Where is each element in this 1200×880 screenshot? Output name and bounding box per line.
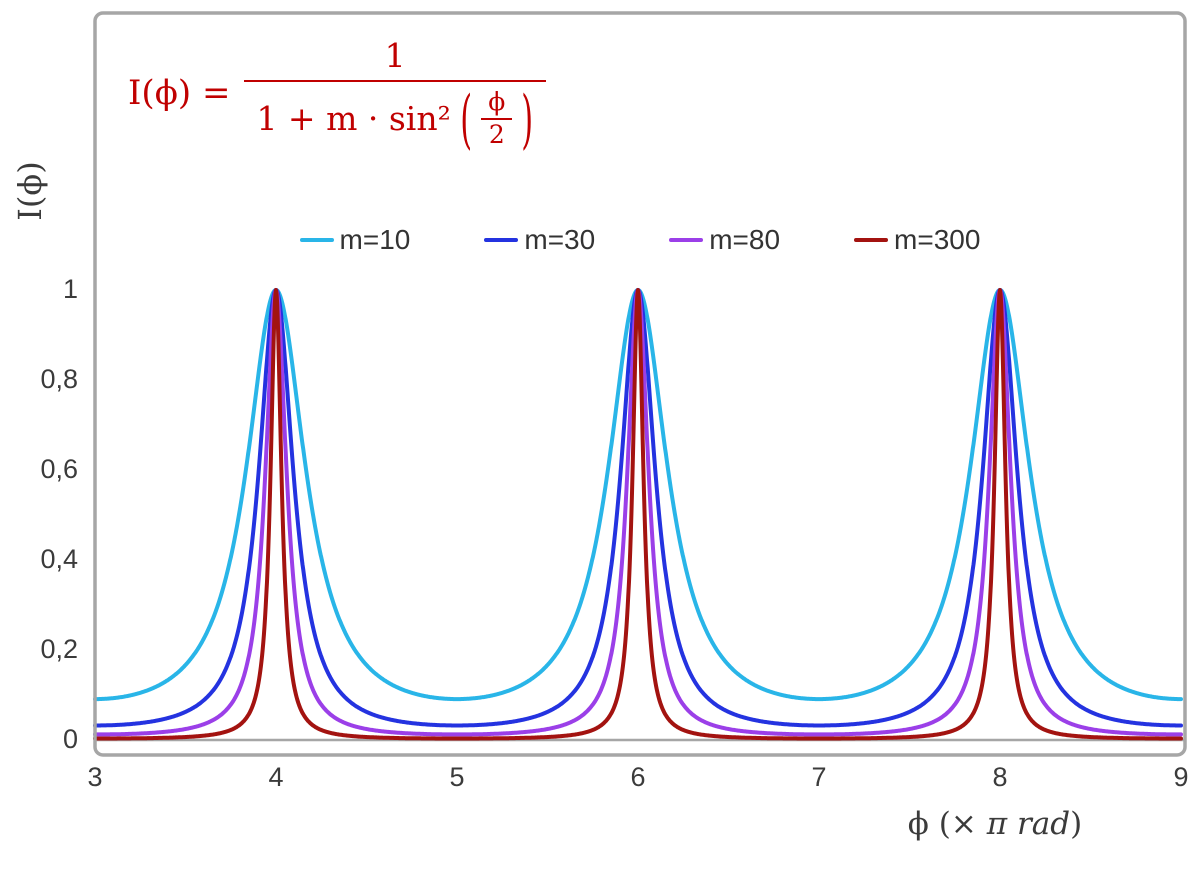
legend-swatch-m30	[484, 238, 519, 242]
y-tick-0-2: 0,2	[40, 634, 78, 664]
x-axis-title-prefix: ϕ (×	[907, 806, 987, 842]
legend-item-m300: m=300	[854, 224, 980, 256]
x-axis-title-italic: π rad	[986, 806, 1071, 842]
legend-label-m30: m=30	[524, 224, 596, 255]
curve-m=30	[93, 288, 1183, 728]
x-axis-title-suffix: )	[1070, 806, 1083, 842]
y-tick-0-6: 0,6	[40, 454, 78, 484]
curve-m=300	[93, 288, 1183, 741]
x-tick-8: 8	[992, 762, 1008, 792]
y-tick-1: 1	[62, 274, 78, 304]
x-tick-6: 6	[630, 762, 646, 792]
formula-lhs: I(ϕ) =	[128, 72, 231, 113]
legend-label-m300: m=300	[894, 224, 981, 255]
formula-annotation: I(ϕ) = 1 1 + m · sin² ( ϕ 2 )	[128, 36, 546, 157]
formula-inner-denominator: 2	[488, 119, 505, 149]
x-axis-title: ϕ (× π rad)	[850, 806, 1140, 842]
legend-item-m80: m=80	[669, 224, 780, 256]
formula-inner-numerator: ϕ	[481, 87, 513, 120]
curve-m=80	[93, 288, 1183, 737]
legend: m=10 m=30 m=80 m=300	[95, 224, 1185, 256]
formula-denominator: 1 + m · sin² ( ϕ 2 )	[244, 80, 546, 157]
formula-close-paren: )	[521, 80, 534, 157]
formula-inner-fraction: ϕ 2	[481, 87, 513, 150]
legend-item-m10: m=10	[299, 224, 411, 256]
formula-open-paren: (	[460, 80, 472, 157]
legend-item-m30: m=30	[484, 224, 595, 256]
legend-swatch-m80	[669, 238, 704, 242]
formula-numerator: 1	[384, 36, 406, 75]
x-tick-3: 3	[87, 762, 103, 792]
formula-denominator-prefix: 1 + m · sin²	[256, 99, 451, 139]
chart-border	[93, 11, 1187, 757]
legend-swatch-m10	[299, 238, 334, 242]
y-tick-0-8: 0,8	[40, 364, 78, 394]
legend-label-m10: m=10	[339, 224, 411, 255]
legend-swatch-m300	[854, 238, 889, 242]
y-axis-title: I(ϕ)	[11, 161, 49, 221]
x-tick-9: 9	[1173, 762, 1189, 792]
x-tick-7: 7	[811, 762, 827, 792]
curves-group	[93, 288, 1183, 741]
x-tick-5: 5	[449, 762, 465, 792]
y-tick-0: 0	[62, 724, 78, 754]
legend-label-m80: m=80	[709, 224, 781, 255]
y-tick-0-4: 0,4	[40, 544, 78, 574]
formula-fraction: 1 1 + m · sin² ( ϕ 2 )	[244, 36, 546, 157]
x-tick-4: 4	[268, 762, 284, 792]
